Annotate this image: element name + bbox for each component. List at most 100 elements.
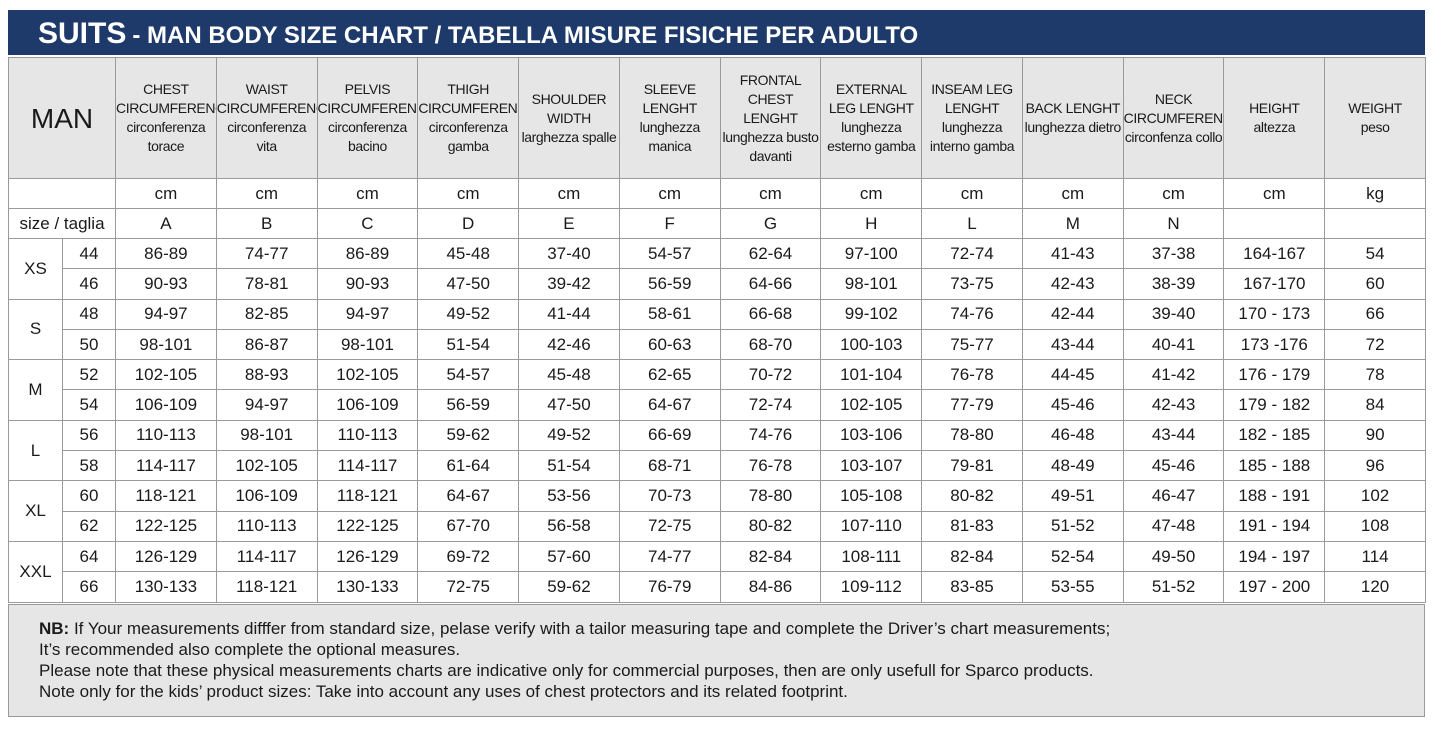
value-cell: 188 - 191 [1223,480,1326,512]
unit-cell: cm [618,178,721,209]
value-cell: 64-66 [719,268,822,300]
value-cell: 102-105 [115,359,217,391]
value-cell: 76-78 [719,450,822,482]
value-cell: 82-84 [719,540,822,573]
column-title: EXTERNAL LEG LENGHT [828,81,914,116]
value-cell: 70-72 [719,359,822,391]
size-cell: XS [8,238,63,300]
value-cell: 66-69 [618,419,721,452]
column-title: SLEEVE LENGHT [642,81,698,116]
value-cell: 82-85 [215,298,318,330]
size-number: 50 [61,328,117,361]
letter-cell: A [115,208,217,239]
value-cell: 114-117 [115,450,217,482]
value-cell: 61-64 [417,450,520,482]
size-number: 54 [61,389,117,421]
unit-cell: cm [1223,178,1326,209]
size-cell: S [8,298,63,361]
value-cell: 126-129 [316,540,419,573]
value-cell: 118-121 [215,571,318,603]
data-row: 62 122-125 110-113 122-125 67-70 56-58 72-75 80… [9,510,1426,542]
value-cell: 102-105 [316,359,419,391]
size-cell: L [8,419,63,482]
value-cell: 78-80 [719,480,822,512]
unit-cell: cm [115,178,217,209]
letter-cell: M [1021,208,1124,239]
unit-cell: cm [518,178,620,209]
value-cell: 81-83 [921,510,1023,542]
unit-cell: cm [1122,178,1225,209]
column-title: CHEST CIRCUMFERENCE [116,81,216,116]
value-cell: 43-44 [1122,419,1225,452]
value-cell: 72 [1324,328,1426,361]
letter-cell: H [820,208,923,239]
column-subtitle: circonferenza torace [126,119,206,154]
column-subtitle: lunghezza esterno gamba [827,119,916,154]
column-header: WAIST CIRCUMFERENCEcirconferenza vita [215,57,318,179]
value-cell: 167-170 [1223,268,1326,300]
value-cell: 130-133 [316,571,419,603]
value-cell: 185 - 188 [1223,450,1326,482]
title-sub: - MAN BODY SIZE CHART / TABELLA MISURE F… [132,22,919,49]
unit-cell: cm [215,178,318,209]
letter-cell: L [921,208,1023,239]
column-subtitle: circonfenza collo [1124,128,1223,145]
blank-cell [7,178,117,209]
value-cell: 66 [1324,298,1426,330]
value-cell: 42-44 [1021,298,1124,330]
value-cell: 62-64 [719,237,822,270]
note-text: Please note that these physical measurem… [39,661,1094,680]
value-cell: 39-40 [1122,298,1225,330]
value-cell: 94-97 [115,298,217,330]
column-subtitle: lunghezza interno gamba [929,119,1015,154]
value-cell: 173 -176 [1223,328,1326,361]
value-cell: 102-105 [820,389,923,421]
value-cell: 72-75 [618,510,721,542]
data-row: L 56 110-113 98-101 110-113 59-62 49-52 66-69 74… [8,419,1426,482]
value-cell: 103-107 [820,450,923,482]
corner-label: MAN [7,57,117,179]
value-cell: 39-42 [518,268,620,300]
value-cell: 67-70 [417,510,520,542]
value-cell: 179 - 182 [1223,389,1326,421]
value-cell: 48-49 [1021,450,1124,482]
column-header: SLEEVE LENGHT lunghezza manica [618,57,721,179]
column-title: BACK LENGHT [1025,100,1121,116]
value-cell: 118-121 [316,480,419,512]
value-cell: 38-39 [1122,268,1225,300]
value-cell: 114-117 [215,540,318,573]
column-header: HEIGHT altezza [1223,57,1326,179]
column-title: THIGH CIRCUMFERENCE [418,81,518,116]
value-cell: 94-97 [316,298,419,330]
value-cell: 54-57 [618,237,721,270]
column-header: WEIGHT peso [1324,57,1426,179]
column-header: NECK CIRCUMFERENCE circonfenza collo [1122,57,1225,179]
note-nb: NB: [39,619,70,638]
value-cell: 122-125 [115,510,217,542]
size-number: 52 [61,359,117,391]
column-title: WAIST CIRCUMFERENCE [216,81,316,116]
column-subtitle: peso [1360,119,1390,135]
value-cell: 103-106 [820,419,923,452]
column-subtitle: lunghezza busto davanti [722,128,819,164]
value-cell: 122-125 [316,510,419,542]
value-cell: 78 [1324,359,1426,391]
column-subtitle: larghezza spalle [521,128,617,145]
value-cell: 79-81 [921,450,1023,482]
value-cell: 102 [1324,480,1426,512]
column-subtitle: lunghezza manica [639,119,701,154]
unit-cell: cm [316,178,419,209]
value-cell: 197 - 200 [1223,571,1326,603]
value-cell: 94-97 [215,389,318,421]
size-cell: XL [8,480,63,542]
value-cell: 108 [1324,510,1426,542]
value-cell: 98-101 [115,328,217,361]
data-row: 46 90-93 78-81 90-93 47-50 39-42 56-59 64-66 98-… [9,268,1426,300]
data-row: 58 114-117 102-105 114-117 61-64 51-54 68-71 76… [9,450,1426,482]
column-subtitle: lunghezza dietro [1024,119,1122,135]
value-cell: 43-44 [1021,328,1124,361]
letter-cell: F [618,208,721,239]
value-cell: 107-110 [820,510,923,542]
value-cell: 53-55 [1021,571,1124,603]
